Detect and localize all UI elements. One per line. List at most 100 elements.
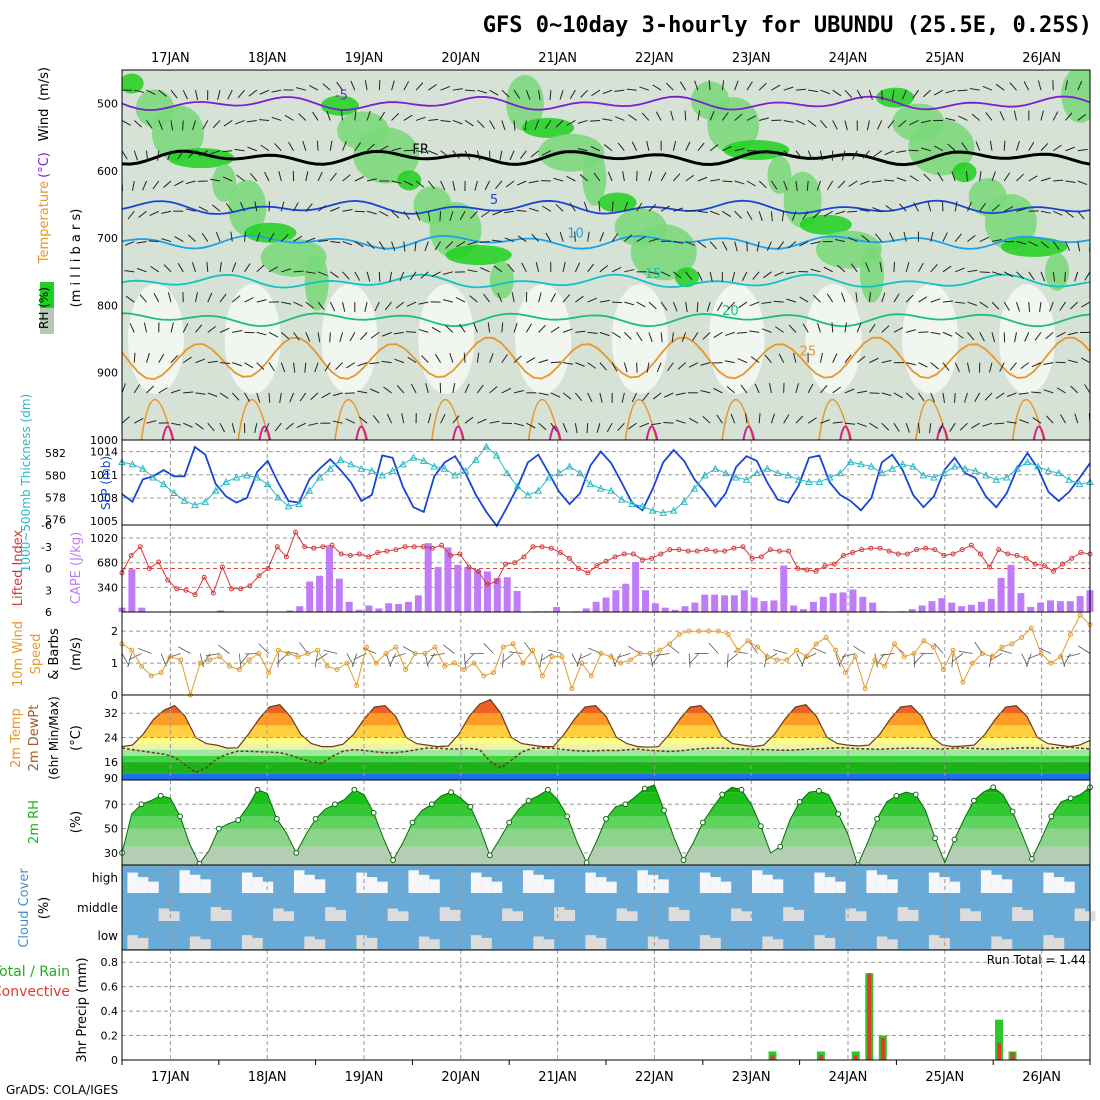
thickness-point xyxy=(680,497,688,505)
wind-barb xyxy=(427,211,431,222)
thickness-point xyxy=(232,473,241,481)
wind-barb xyxy=(378,80,381,91)
thickness-point xyxy=(940,469,949,477)
li-point xyxy=(603,558,609,564)
li-point xyxy=(1060,561,1066,567)
wind-barb xyxy=(918,262,924,273)
li-point xyxy=(521,554,527,560)
thickness-point xyxy=(430,462,439,470)
rh-point xyxy=(970,797,977,804)
wind-barb xyxy=(887,120,895,129)
wind-barb xyxy=(697,176,708,182)
wind-barb xyxy=(366,143,375,152)
precip-convective-bar xyxy=(1010,1052,1015,1060)
wind-barb xyxy=(218,644,230,654)
cloud-cell xyxy=(1043,935,1054,949)
wind-barb xyxy=(979,171,982,182)
thickness-point xyxy=(659,508,668,516)
wind-barb xyxy=(575,362,585,367)
wind-barb xyxy=(596,423,601,433)
wind-barb xyxy=(464,120,474,127)
wind-barb xyxy=(906,362,917,366)
wind-barb xyxy=(396,385,405,394)
wind-barb xyxy=(476,120,485,128)
wind-barb xyxy=(795,415,804,424)
wind-barb xyxy=(971,113,981,121)
cloud-cell xyxy=(241,935,253,949)
wind-barb xyxy=(979,301,989,308)
cape-bar xyxy=(730,595,738,612)
rh-point xyxy=(215,825,222,832)
wind-barb xyxy=(868,90,873,100)
wind-barb xyxy=(1031,362,1042,368)
wind-speed-point xyxy=(168,654,174,660)
cloud-level-label: middle xyxy=(77,901,118,915)
wind-barb xyxy=(745,413,748,424)
temp-axis-label: (°C) xyxy=(69,725,84,751)
wind-barb xyxy=(909,175,919,182)
wind-barb xyxy=(456,241,466,248)
date-label-bottom: 25JAN xyxy=(925,1070,964,1085)
wind-barb xyxy=(709,271,713,282)
cape-bar xyxy=(454,564,462,612)
wind-barb xyxy=(688,362,699,368)
thickness-point xyxy=(721,469,730,477)
wind-barb xyxy=(316,140,319,151)
rh-point xyxy=(680,857,687,864)
thickness-point xyxy=(607,486,616,494)
wind-barb xyxy=(574,231,576,242)
thickness-point xyxy=(930,473,938,481)
wind-barbs xyxy=(122,80,1090,434)
wind-barb xyxy=(401,413,405,424)
wind-barb xyxy=(1070,385,1079,394)
wind-barb xyxy=(1040,210,1051,214)
wind-barb xyxy=(1056,331,1066,338)
li-point xyxy=(256,573,262,579)
cape-bar xyxy=(345,601,353,612)
wind-barb xyxy=(177,262,184,273)
wind-barb xyxy=(599,232,605,242)
wind-barb xyxy=(951,653,954,668)
rh-point xyxy=(641,785,648,792)
thickness-point xyxy=(420,456,428,464)
wind-speed-point xyxy=(412,651,418,656)
cloud-cell xyxy=(304,936,315,949)
cloud-cell xyxy=(533,874,544,893)
wind-barb xyxy=(991,332,996,343)
wind-barb xyxy=(965,171,968,182)
cloud-cell xyxy=(564,909,576,921)
wind-barb xyxy=(655,653,670,656)
wind-barb xyxy=(750,356,760,364)
rh-moist-region xyxy=(320,95,359,116)
rh-point xyxy=(1048,813,1055,820)
thickness-axis-label: 1000~500mb Thickness (dm) xyxy=(19,394,33,572)
rh2m-axis-label: 2m RH xyxy=(27,800,42,844)
wind-barb xyxy=(709,210,720,216)
thickness-point xyxy=(336,455,345,463)
precip-tick-label: 0.2 xyxy=(101,1030,119,1043)
wind-speed-point xyxy=(813,641,819,647)
wind-barb xyxy=(469,295,478,303)
li-point xyxy=(174,586,180,592)
thickness-point xyxy=(284,502,293,510)
wind-barb xyxy=(274,143,282,152)
wind-barb xyxy=(480,267,490,273)
wind-barb xyxy=(985,112,993,121)
wind-barb xyxy=(812,294,821,303)
thickness-point xyxy=(555,469,564,477)
thickness-point xyxy=(711,464,720,472)
wind-barb xyxy=(1053,210,1063,216)
wind-speed-point xyxy=(559,654,565,660)
thickness-point xyxy=(961,464,969,472)
wind-barb xyxy=(354,142,361,152)
wind-barb xyxy=(835,210,846,215)
wind-barb xyxy=(497,292,503,303)
wind-barb xyxy=(136,241,147,244)
wind-barb xyxy=(360,332,368,341)
wind-barb xyxy=(783,86,794,91)
rh-legend-swatch xyxy=(40,308,54,334)
cape-bar xyxy=(967,604,975,612)
wind-barb xyxy=(903,231,907,242)
rh-point xyxy=(448,789,455,796)
